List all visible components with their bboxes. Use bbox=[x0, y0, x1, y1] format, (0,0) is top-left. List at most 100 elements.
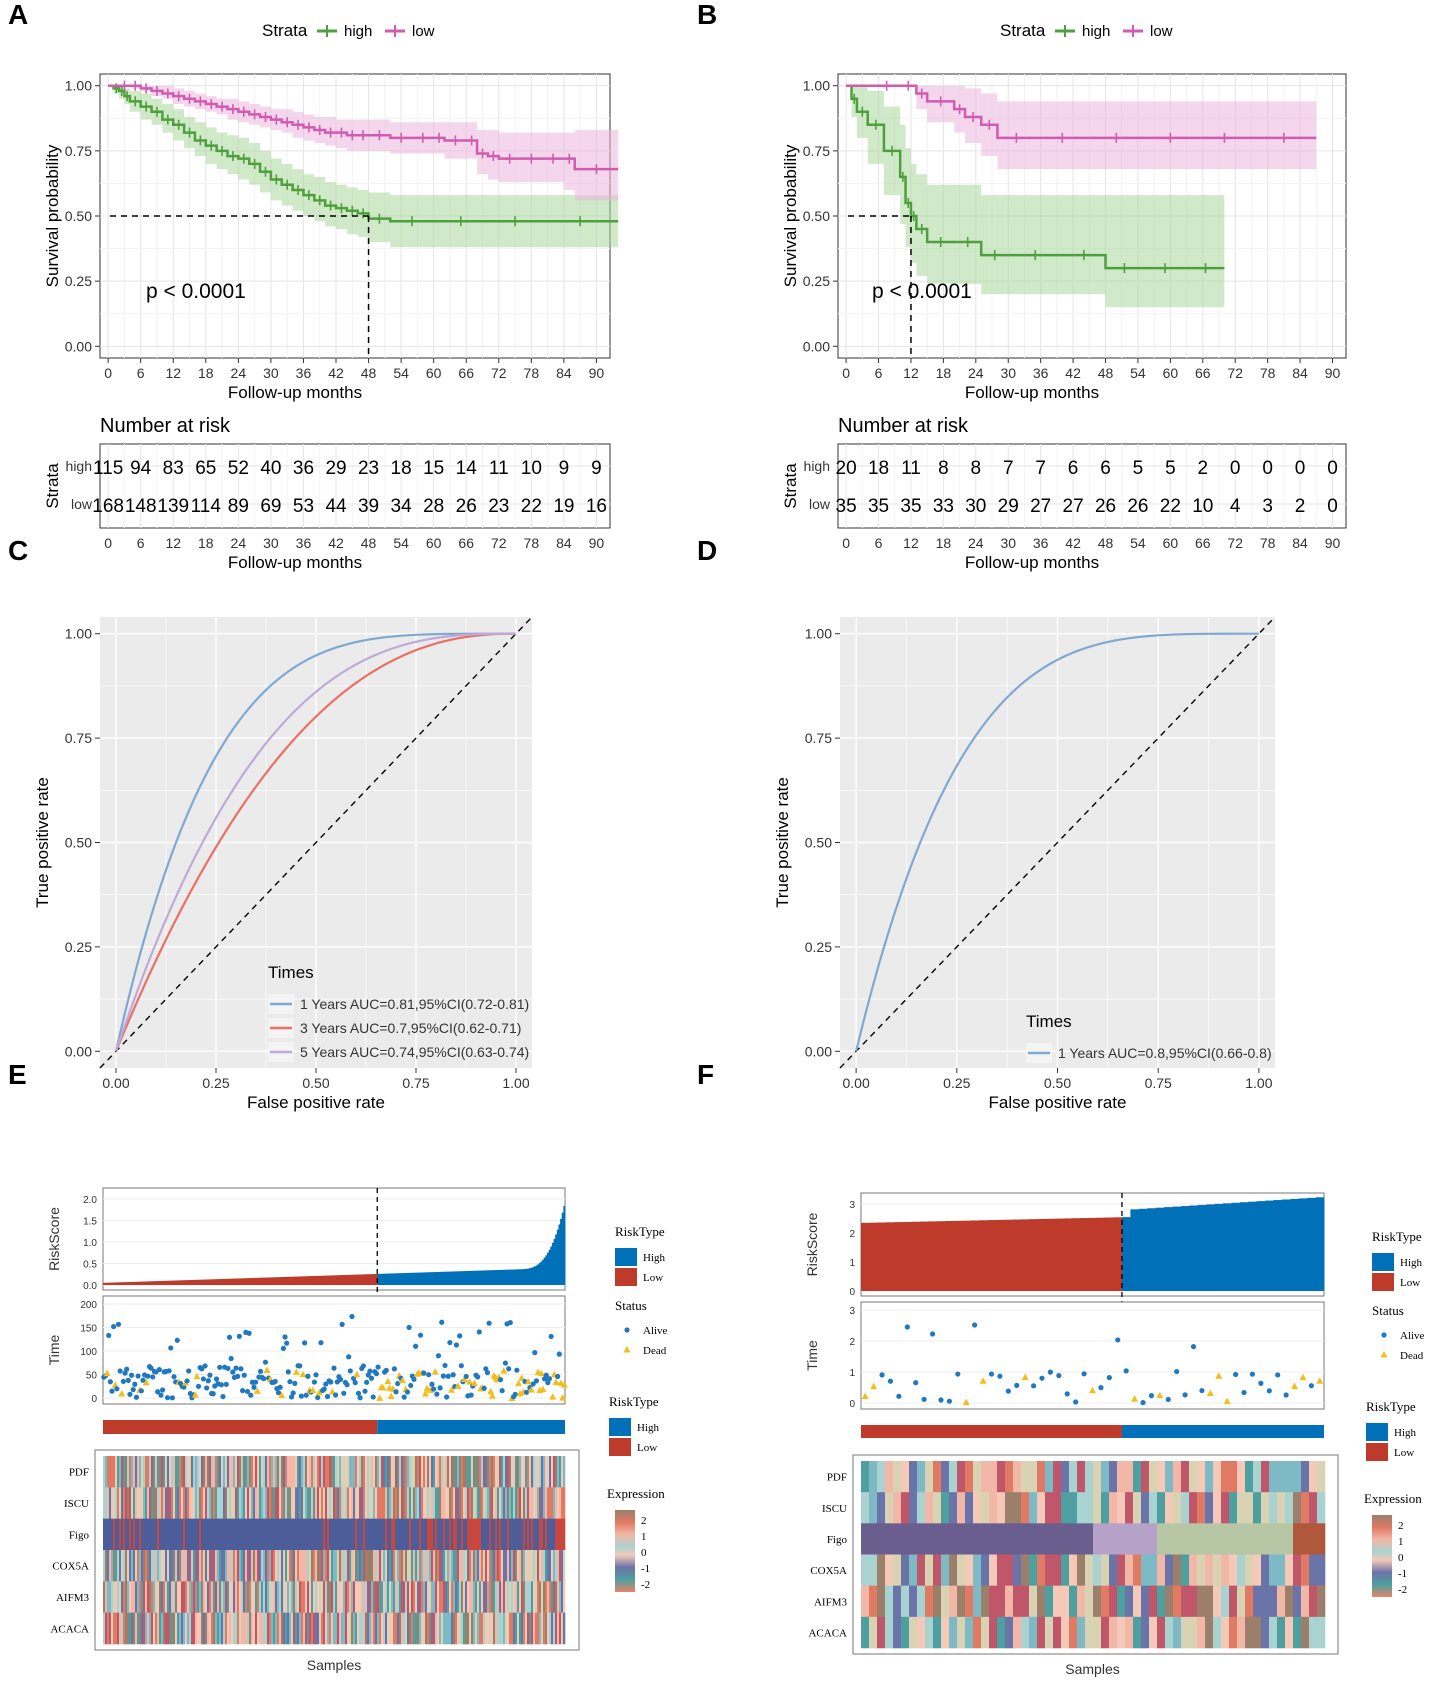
risk-count-low: 44 bbox=[325, 496, 347, 517]
riskscore-bar bbox=[274, 1277, 277, 1285]
heatmap-cell bbox=[123, 1581, 126, 1613]
heatmap-cell bbox=[463, 1581, 466, 1613]
heatmap-cell bbox=[193, 1518, 196, 1551]
x-tick-label: 0.00 bbox=[842, 1075, 869, 1091]
heatmap-cell bbox=[1165, 1585, 1174, 1618]
heatmap-cell bbox=[511, 1612, 514, 1645]
heatmap-cell bbox=[1301, 1461, 1310, 1493]
heatmap-cell bbox=[295, 1487, 298, 1519]
heatmap-cell bbox=[545, 1612, 548, 1645]
heatmap-cell bbox=[495, 1612, 498, 1645]
heatmap-cell bbox=[501, 1550, 504, 1582]
heatmap-cell bbox=[403, 1487, 406, 1519]
heatmap-cell bbox=[233, 1612, 236, 1645]
heatmap-cell bbox=[339, 1612, 342, 1645]
heatmap-cell bbox=[541, 1550, 544, 1582]
heatmap-cell bbox=[255, 1518, 258, 1551]
heatmap-cell bbox=[215, 1456, 218, 1488]
riskscore-tick-label: 1 bbox=[849, 1258, 855, 1269]
heatmap-cell bbox=[235, 1487, 238, 1519]
heatmap-cell bbox=[301, 1612, 304, 1645]
risk-count-high: 65 bbox=[195, 458, 216, 479]
status-point-dead bbox=[111, 1381, 119, 1388]
risk-x-tick-label: 84 bbox=[1292, 535, 1308, 551]
heatmap-cell bbox=[235, 1581, 238, 1613]
heatmap-cell bbox=[1093, 1616, 1102, 1649]
heatmap-cell bbox=[257, 1456, 260, 1488]
x-tick-label: 36 bbox=[1033, 365, 1049, 381]
y-tick-label: 0.50 bbox=[805, 835, 832, 851]
heatmap-cell bbox=[291, 1612, 294, 1645]
heatmap-cell bbox=[393, 1518, 396, 1551]
heatmap-cell bbox=[483, 1456, 486, 1488]
heatmap-cell bbox=[379, 1550, 382, 1582]
heatmap-cell bbox=[559, 1518, 562, 1551]
legend-label-0: 1 Years AUC=0.8,95%CI(0.66-0.8) bbox=[1058, 1045, 1272, 1061]
heatmap-cell bbox=[973, 1461, 982, 1493]
heatmap-cell bbox=[1285, 1461, 1294, 1493]
heatmap-cell bbox=[515, 1487, 518, 1519]
heatmap-cell bbox=[375, 1456, 378, 1488]
heatmap-cell bbox=[161, 1581, 164, 1613]
riskscore-bar bbox=[522, 1269, 525, 1285]
heatmap-cell bbox=[373, 1518, 376, 1551]
heatmap-cell bbox=[1069, 1616, 1078, 1649]
heatmap-cell bbox=[329, 1612, 332, 1645]
heatmap-cell bbox=[381, 1456, 384, 1488]
riskscore-bar bbox=[1096, 1217, 1106, 1291]
heatmap-cell bbox=[271, 1612, 274, 1645]
heatmap-cell bbox=[303, 1550, 306, 1582]
heatmap-cell bbox=[403, 1612, 406, 1645]
heatmap-cell bbox=[165, 1456, 168, 1488]
risk-x-tick-label: 48 bbox=[361, 535, 377, 551]
heatmap-cell bbox=[367, 1487, 370, 1519]
heatmap-cell bbox=[387, 1518, 390, 1551]
heatmap-cell bbox=[877, 1554, 886, 1586]
status-point-dead bbox=[559, 1394, 567, 1401]
heatmap-cell bbox=[343, 1456, 346, 1488]
riskscore-bar bbox=[525, 1268, 528, 1285]
riskscore-bar bbox=[509, 1269, 512, 1285]
heatmap-cell bbox=[285, 1550, 288, 1582]
heatmap-cell bbox=[123, 1487, 126, 1519]
heatmap-cell bbox=[909, 1461, 918, 1493]
heatmap-cell bbox=[337, 1550, 340, 1582]
status-legend-title: Status bbox=[615, 1298, 647, 1313]
heatmap-cell bbox=[157, 1550, 160, 1582]
heatmap-cell bbox=[195, 1612, 198, 1645]
heatmap-cell bbox=[295, 1612, 298, 1645]
status-point-alive bbox=[150, 1374, 156, 1380]
heatmap-cell bbox=[533, 1487, 536, 1519]
status-point-alive bbox=[507, 1319, 513, 1326]
heatmap-cell bbox=[1245, 1492, 1254, 1524]
heatmap-cell bbox=[469, 1518, 472, 1551]
heatmap-cell bbox=[105, 1487, 108, 1519]
heatmap-cell bbox=[343, 1487, 346, 1519]
risk-count-high: 0 bbox=[1327, 458, 1338, 479]
heatmap-cell bbox=[427, 1581, 430, 1613]
heatmap-cell bbox=[387, 1581, 390, 1613]
heatmap-cell bbox=[273, 1550, 276, 1582]
heatmap-cell bbox=[193, 1581, 196, 1613]
heatmap-cell bbox=[201, 1456, 204, 1488]
heatmap-cell bbox=[281, 1518, 284, 1551]
heatmap-cell bbox=[145, 1550, 148, 1582]
heatmap-cell bbox=[901, 1461, 910, 1493]
heatmap-cell bbox=[1141, 1523, 1150, 1555]
risk-count-low: 23 bbox=[488, 496, 509, 517]
heatmap-cell bbox=[515, 1612, 518, 1645]
heatmap-cell bbox=[545, 1581, 548, 1613]
heatmap-cell bbox=[361, 1581, 364, 1613]
heatmap-cell bbox=[555, 1456, 558, 1488]
risk-x-tick-label: 24 bbox=[231, 535, 247, 551]
heatmap-cell bbox=[443, 1518, 446, 1551]
heatmap-cell bbox=[169, 1518, 172, 1551]
x-tick-label: 72 bbox=[1227, 365, 1243, 381]
heatmap-cell bbox=[443, 1612, 446, 1645]
heatmap-cell bbox=[361, 1487, 364, 1519]
heatmap-cell bbox=[941, 1585, 950, 1618]
heatmap-cell bbox=[341, 1487, 344, 1519]
heatmap-cell bbox=[1149, 1523, 1158, 1555]
heatmap-cell bbox=[551, 1518, 554, 1551]
heatmap-cell bbox=[197, 1487, 200, 1519]
